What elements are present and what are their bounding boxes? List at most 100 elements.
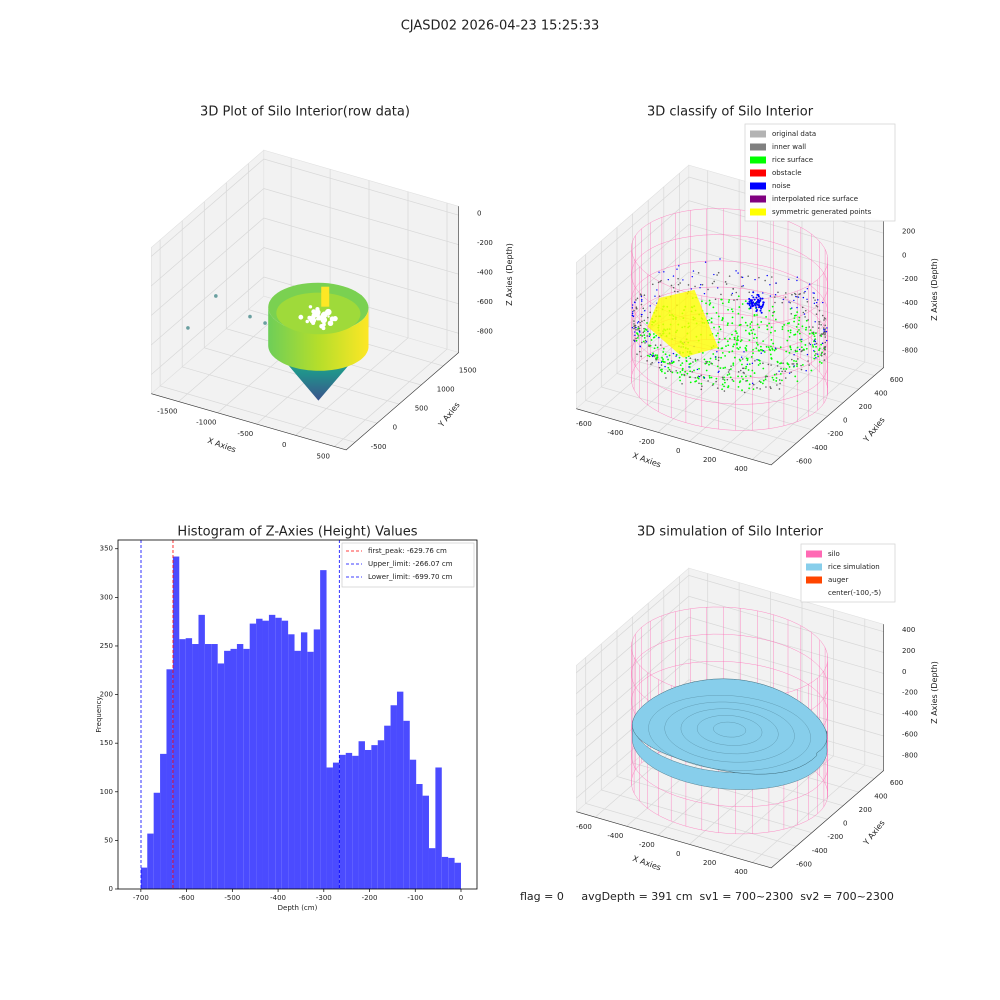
grid-line xyxy=(151,188,459,287)
rice-point xyxy=(708,299,711,302)
wall-point xyxy=(748,291,751,294)
x-tick-label: -400 xyxy=(270,894,286,902)
noise-point xyxy=(714,356,717,358)
rice-point xyxy=(709,357,712,360)
x-tick-label: 500 xyxy=(317,452,330,460)
noise-point xyxy=(758,299,761,302)
noise-point xyxy=(651,355,654,358)
rice-point xyxy=(820,362,823,364)
rice-point xyxy=(695,380,698,382)
rice-point xyxy=(744,329,747,332)
wall-point xyxy=(820,354,823,357)
rice-point xyxy=(811,332,814,334)
noise-point xyxy=(699,286,701,289)
bar xyxy=(320,570,327,889)
rice-point xyxy=(726,340,729,343)
rice-point xyxy=(794,375,797,378)
wall-point xyxy=(705,362,708,364)
rice-point xyxy=(721,352,724,354)
rice-point xyxy=(738,381,741,384)
rice-point xyxy=(706,312,708,315)
wall-point xyxy=(646,360,648,362)
wall-point xyxy=(824,324,827,327)
noise-point xyxy=(760,352,762,354)
y-tick-label: -600 xyxy=(796,457,812,465)
x-tick-label: -600 xyxy=(576,420,592,428)
rice-point xyxy=(779,373,782,375)
rice-point xyxy=(644,328,647,331)
bar xyxy=(396,691,404,889)
noise-point xyxy=(755,306,758,309)
noise-point xyxy=(814,321,816,323)
rice-point xyxy=(766,324,769,327)
wall-point xyxy=(802,311,805,314)
wall-point xyxy=(640,315,643,318)
footer: flag = 0 avgDepth = 391 cm sv1 = 700~230… xyxy=(520,890,894,903)
legend-swatch xyxy=(806,550,822,558)
wall-point xyxy=(784,370,787,372)
noise-point xyxy=(756,300,759,303)
noise-point xyxy=(656,289,658,291)
wall-point xyxy=(758,276,760,279)
wall-point xyxy=(720,293,722,296)
wall-point xyxy=(648,345,650,348)
wall-point xyxy=(790,371,792,374)
wall-point xyxy=(677,277,679,280)
wall-point xyxy=(724,280,727,283)
legend-label: silo xyxy=(828,550,840,558)
z-tick-label: -800 xyxy=(477,328,493,336)
rice-point xyxy=(718,325,721,328)
wall-point xyxy=(637,329,639,331)
rice-point xyxy=(712,306,715,309)
noise-point xyxy=(636,322,639,324)
grid-line xyxy=(576,271,884,370)
noise-point xyxy=(751,294,753,297)
rice-point xyxy=(787,329,790,332)
rice-point xyxy=(668,368,671,371)
rice-point xyxy=(753,333,756,336)
rice-point xyxy=(729,337,731,340)
rice-point xyxy=(757,349,760,352)
y-tick-label: 0 xyxy=(393,424,397,432)
wall-point xyxy=(743,391,746,394)
rice-point xyxy=(709,302,712,305)
hole-gap xyxy=(311,320,316,325)
x-tick-label: -600 xyxy=(576,823,592,831)
wall-point xyxy=(818,309,821,312)
wall-point xyxy=(736,298,738,301)
wall-point xyxy=(804,309,807,312)
z-tick-label: -800 xyxy=(902,751,918,759)
z-tick-label: 200 xyxy=(902,228,915,236)
noise-point xyxy=(795,295,797,298)
wall-point xyxy=(747,275,749,277)
wall-point xyxy=(677,290,679,293)
rice-point xyxy=(671,361,673,364)
noise-point xyxy=(748,300,751,303)
noise-point xyxy=(632,311,634,313)
rice-point xyxy=(678,376,681,379)
rice-point xyxy=(786,322,789,325)
z-tick-label: -200 xyxy=(477,239,493,247)
rice-point xyxy=(750,329,753,332)
rice-point xyxy=(788,351,791,354)
rice-point xyxy=(713,326,715,329)
rice-point xyxy=(741,389,743,392)
rice-point xyxy=(789,307,792,310)
rice-point xyxy=(739,346,741,349)
rice-point xyxy=(755,336,758,339)
rice-point xyxy=(637,327,640,330)
wall-point xyxy=(653,355,656,357)
bar xyxy=(204,644,212,889)
rice-point xyxy=(728,373,731,375)
legend-label: inner wall xyxy=(772,143,806,151)
rice-point xyxy=(812,345,815,348)
noise-point xyxy=(631,304,634,306)
wall-point xyxy=(823,331,825,334)
legend-swatch xyxy=(750,156,766,164)
rice-point xyxy=(798,328,800,331)
rice-point xyxy=(757,364,760,366)
wall-point xyxy=(800,364,802,367)
legend-box xyxy=(341,542,475,588)
bar xyxy=(384,725,391,889)
wall-point xyxy=(689,357,692,360)
